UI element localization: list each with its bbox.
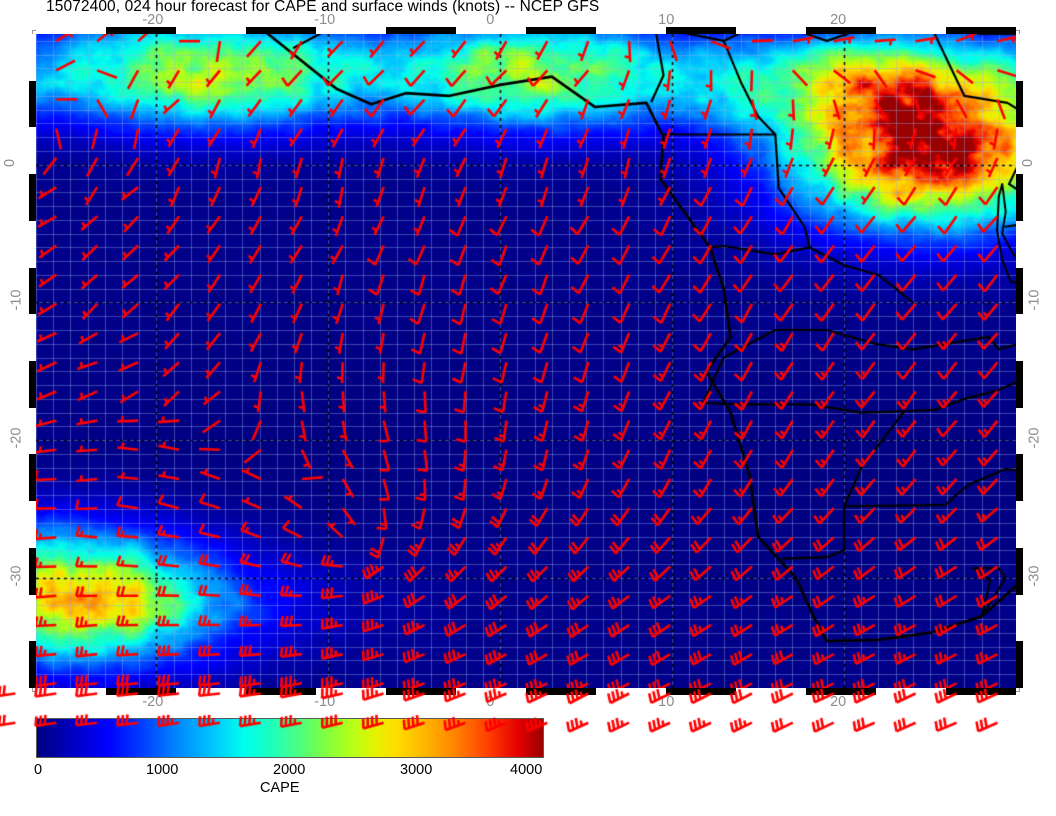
x-tick-bottom-10: 10 [658, 694, 675, 710]
y-tick-left--20: -20 [8, 427, 25, 449]
colorbar-title: CAPE [260, 780, 300, 796]
axis-ruler-bottom [36, 688, 1016, 695]
cape-wind-field [36, 34, 1016, 688]
y-tick-left-0: 0 [2, 158, 19, 167]
x-tick-top--20: -20 [142, 12, 164, 28]
y-tick-right--20: -20 [1026, 427, 1043, 449]
x-tick-top--10: -10 [314, 12, 336, 28]
x-tick-top-10: 10 [658, 12, 675, 28]
x-tick-bottom-0: 0 [486, 694, 495, 710]
colorbar-tick-4000: 4000 [510, 762, 543, 778]
colorbar-tick-2000: 2000 [273, 762, 306, 778]
colorbar-tick-3000: 3000 [400, 762, 433, 778]
y-tick-left--30: -30 [8, 565, 25, 587]
colorbar-tick-1000: 1000 [146, 762, 179, 778]
y-tick-right-0: 0 [1020, 158, 1037, 167]
x-tick-bottom--10: -10 [314, 694, 336, 710]
y-tick-left--10: -10 [8, 289, 25, 311]
axis-ruler-top [36, 27, 1016, 34]
y-tick-right--10: -10 [1026, 289, 1043, 311]
axis-ruler-right [1016, 34, 1023, 688]
plot-area [22, 22, 1023, 695]
x-tick-top-0: 0 [486, 12, 495, 28]
colorbar-tick-0: 0 [34, 762, 43, 778]
x-tick-bottom--20: -20 [142, 694, 164, 710]
colorbar-gradient [36, 718, 544, 758]
x-tick-top-20: 20 [830, 12, 847, 28]
axis-ruler-left [29, 34, 36, 688]
colorbar: 0 1000 2000 3000 4000 CAPE [34, 718, 544, 796]
y-tick-right--30: -30 [1026, 565, 1043, 587]
map-canvas [36, 34, 1016, 688]
x-tick-bottom-20: 20 [830, 694, 847, 710]
